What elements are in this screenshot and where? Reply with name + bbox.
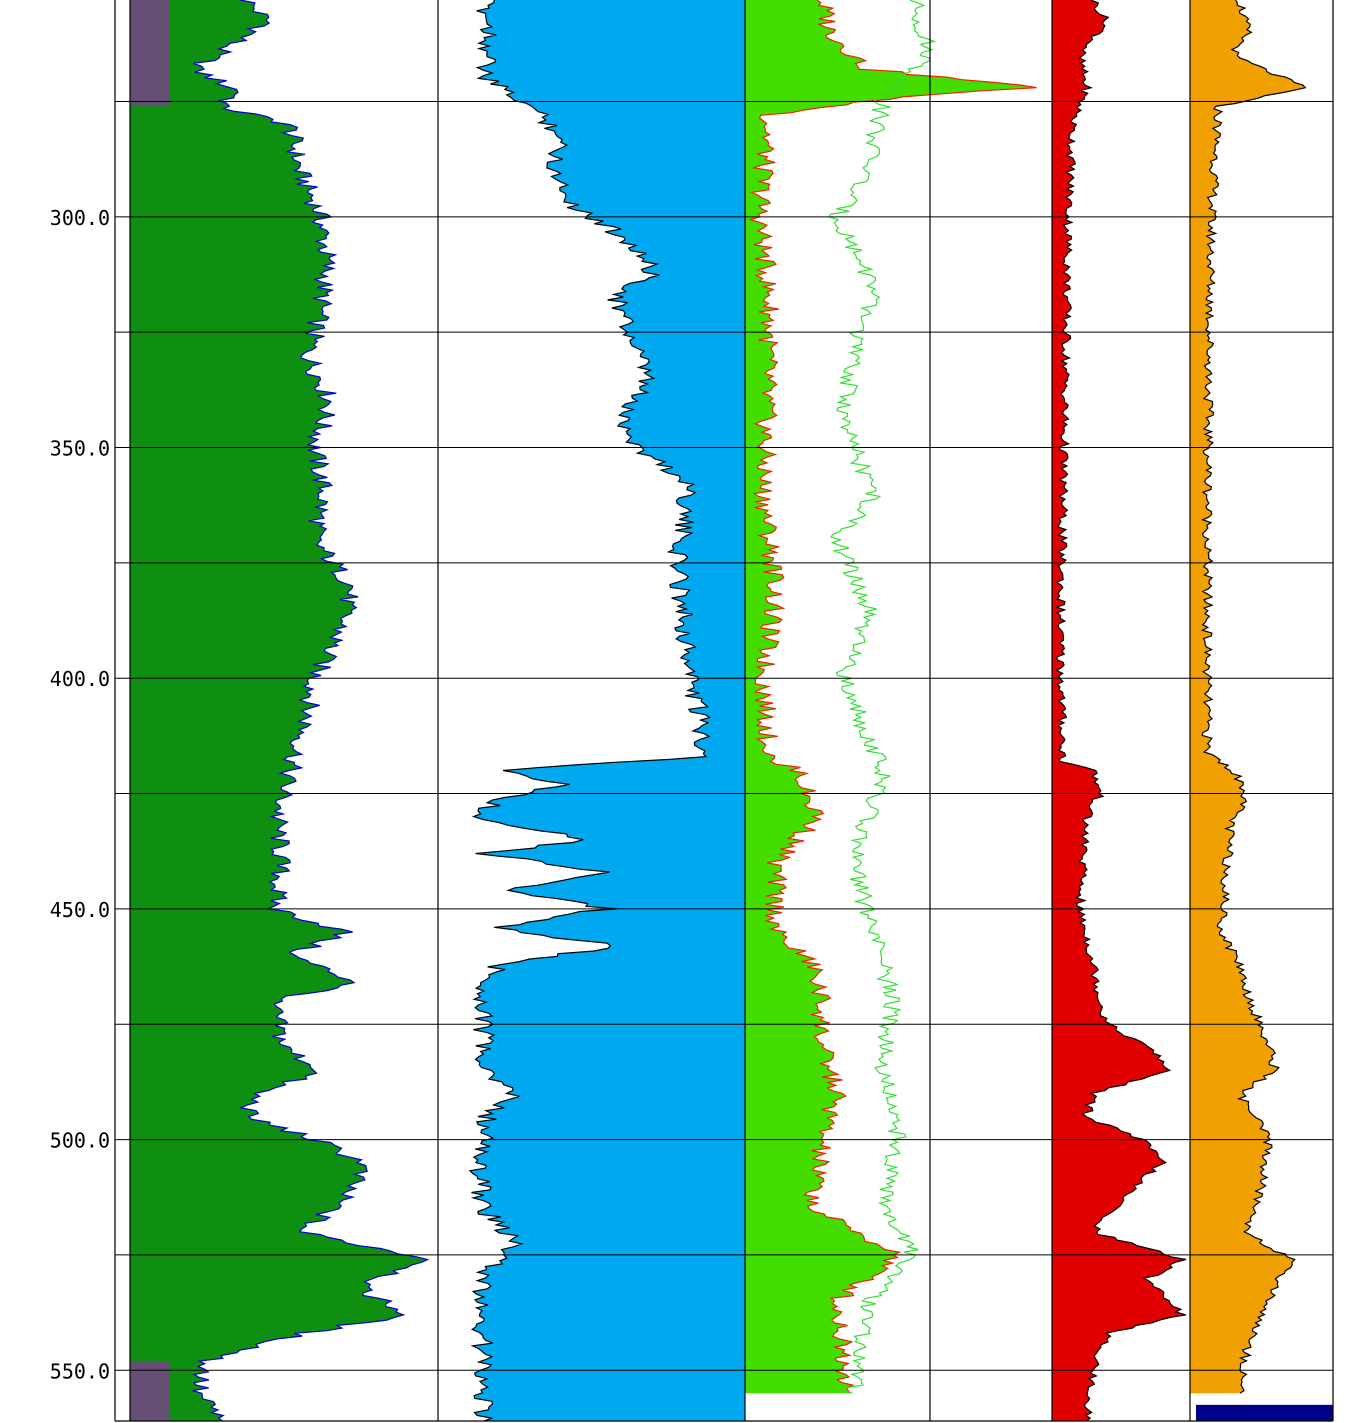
depth-tick-label: 300.0: [50, 206, 110, 230]
depth-tick-labels: 300.0 350.0 400.0 450.0 500.0 550.0: [50, 206, 110, 1383]
track-frames: [114, 0, 1334, 1422]
depth-gridlines: [115, 101, 1333, 1371]
track-fills: [130, 0, 1333, 1421]
track-1-shale-zone-1: [130, 0, 170, 107]
track-5-area-fill: [1190, 0, 1306, 1394]
track-4-area-fill: [1052, 0, 1186, 1421]
track-curves: [192, 0, 1307, 1422]
track-5-curve: [1200, 0, 1307, 1394]
track-4-curve: [1054, 0, 1187, 1422]
depth-tick-label: 500.0: [50, 1129, 110, 1153]
track-3-second-curve: [828, 0, 937, 1394]
track-1-area-fill: [130, 0, 428, 1421]
depth-tick-label: 400.0: [50, 667, 110, 691]
depth-tick-label: 550.0: [50, 1359, 110, 1383]
track-5-bottom-block: [1196, 1404, 1333, 1421]
track-3-area-fill: [745, 0, 1037, 1394]
track-1-shale-zone-2: [130, 1361, 170, 1421]
depth-tick-label: 350.0: [50, 437, 110, 461]
track-2-area-fill: [470, 0, 745, 1421]
track-1-curve: [192, 0, 430, 1422]
track-3-curve: [748, 0, 1037, 1394]
track-2-curve: [468, 0, 712, 1422]
depth-tick-label: 450.0: [50, 898, 110, 922]
